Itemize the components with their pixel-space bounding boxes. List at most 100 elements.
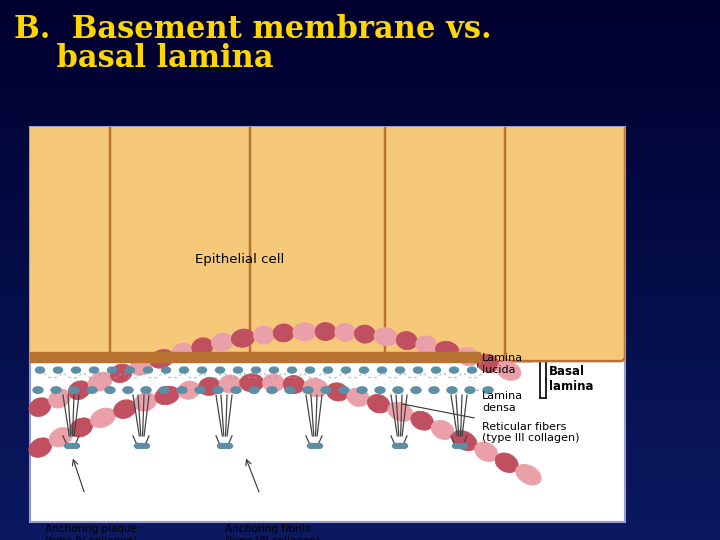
Ellipse shape [107, 367, 117, 373]
Ellipse shape [71, 367, 81, 373]
Ellipse shape [456, 443, 464, 448]
Ellipse shape [447, 387, 457, 393]
Ellipse shape [267, 387, 277, 393]
Ellipse shape [429, 387, 439, 393]
Ellipse shape [307, 443, 315, 448]
Ellipse shape [215, 367, 225, 373]
Ellipse shape [105, 387, 115, 393]
Ellipse shape [49, 389, 71, 408]
Ellipse shape [395, 367, 405, 373]
Ellipse shape [172, 343, 193, 361]
Ellipse shape [213, 387, 223, 393]
Text: basal lamina: basal lamina [14, 43, 274, 74]
Text: Lamina
densa: Lamina densa [482, 391, 523, 413]
Bar [30, 352, 480, 362]
Ellipse shape [327, 383, 348, 401]
Ellipse shape [304, 379, 328, 397]
Ellipse shape [411, 411, 433, 430]
Ellipse shape [431, 367, 441, 373]
Ellipse shape [73, 443, 79, 448]
Ellipse shape [312, 443, 318, 448]
Ellipse shape [516, 464, 541, 485]
Ellipse shape [495, 453, 518, 472]
Ellipse shape [347, 388, 369, 407]
Ellipse shape [274, 324, 294, 342]
Ellipse shape [199, 377, 220, 395]
Ellipse shape [467, 367, 477, 373]
Text: Lamina
lucida: Lamina lucida [482, 353, 523, 375]
Ellipse shape [222, 443, 228, 448]
Ellipse shape [233, 367, 243, 373]
Ellipse shape [305, 367, 315, 373]
Ellipse shape [452, 443, 459, 448]
Ellipse shape [33, 387, 43, 393]
Ellipse shape [393, 387, 403, 393]
Ellipse shape [323, 367, 333, 373]
Ellipse shape [89, 367, 99, 373]
Ellipse shape [249, 387, 259, 393]
Ellipse shape [263, 374, 284, 392]
Ellipse shape [87, 387, 97, 393]
Ellipse shape [178, 381, 199, 399]
Ellipse shape [135, 443, 142, 448]
Ellipse shape [315, 322, 336, 341]
FancyBboxPatch shape [110, 122, 280, 361]
Ellipse shape [130, 357, 152, 375]
Ellipse shape [339, 387, 349, 393]
Ellipse shape [179, 367, 189, 373]
Ellipse shape [143, 367, 153, 373]
Text: B.  Basement membrane vs.: B. Basement membrane vs. [14, 14, 492, 45]
Ellipse shape [431, 421, 454, 440]
Ellipse shape [161, 367, 171, 373]
Ellipse shape [141, 387, 151, 393]
Ellipse shape [377, 367, 387, 373]
Ellipse shape [293, 323, 316, 341]
Ellipse shape [65, 443, 71, 448]
Ellipse shape [177, 387, 187, 393]
Ellipse shape [483, 387, 493, 393]
Ellipse shape [461, 443, 467, 448]
Ellipse shape [68, 381, 90, 400]
Ellipse shape [374, 328, 397, 346]
Ellipse shape [251, 367, 261, 373]
Ellipse shape [53, 367, 63, 373]
Ellipse shape [197, 367, 207, 373]
Ellipse shape [240, 374, 264, 392]
Ellipse shape [123, 387, 133, 393]
Ellipse shape [50, 428, 72, 447]
Ellipse shape [91, 408, 115, 428]
Ellipse shape [367, 394, 390, 413]
Ellipse shape [497, 361, 521, 380]
Ellipse shape [375, 387, 385, 393]
Text: Anchoring plaque
(type IV collagen): Anchoring plaque (type IV collagen) [45, 524, 137, 540]
Ellipse shape [388, 402, 413, 421]
Ellipse shape [150, 349, 174, 368]
Ellipse shape [477, 354, 499, 373]
Ellipse shape [217, 443, 225, 448]
Ellipse shape [315, 443, 323, 448]
Ellipse shape [143, 443, 150, 448]
Ellipse shape [159, 387, 169, 393]
Ellipse shape [138, 443, 145, 448]
Ellipse shape [29, 438, 52, 457]
FancyBboxPatch shape [25, 122, 140, 361]
Ellipse shape [51, 387, 61, 393]
Ellipse shape [474, 442, 498, 462]
Ellipse shape [354, 325, 375, 343]
Ellipse shape [192, 338, 213, 356]
Ellipse shape [69, 387, 79, 393]
Ellipse shape [29, 398, 51, 416]
Ellipse shape [287, 367, 297, 373]
Ellipse shape [35, 367, 45, 373]
Text: Reticular fibers
(type III collagen): Reticular fibers (type III collagen) [482, 422, 580, 443]
Text: Basal
lamina: Basal lamina [549, 365, 593, 393]
Ellipse shape [303, 387, 313, 393]
Ellipse shape [396, 332, 417, 350]
Ellipse shape [397, 443, 403, 448]
Ellipse shape [283, 375, 305, 394]
Ellipse shape [436, 341, 459, 360]
Ellipse shape [269, 367, 279, 373]
Ellipse shape [465, 387, 475, 393]
Ellipse shape [451, 430, 477, 451]
Ellipse shape [341, 367, 351, 373]
